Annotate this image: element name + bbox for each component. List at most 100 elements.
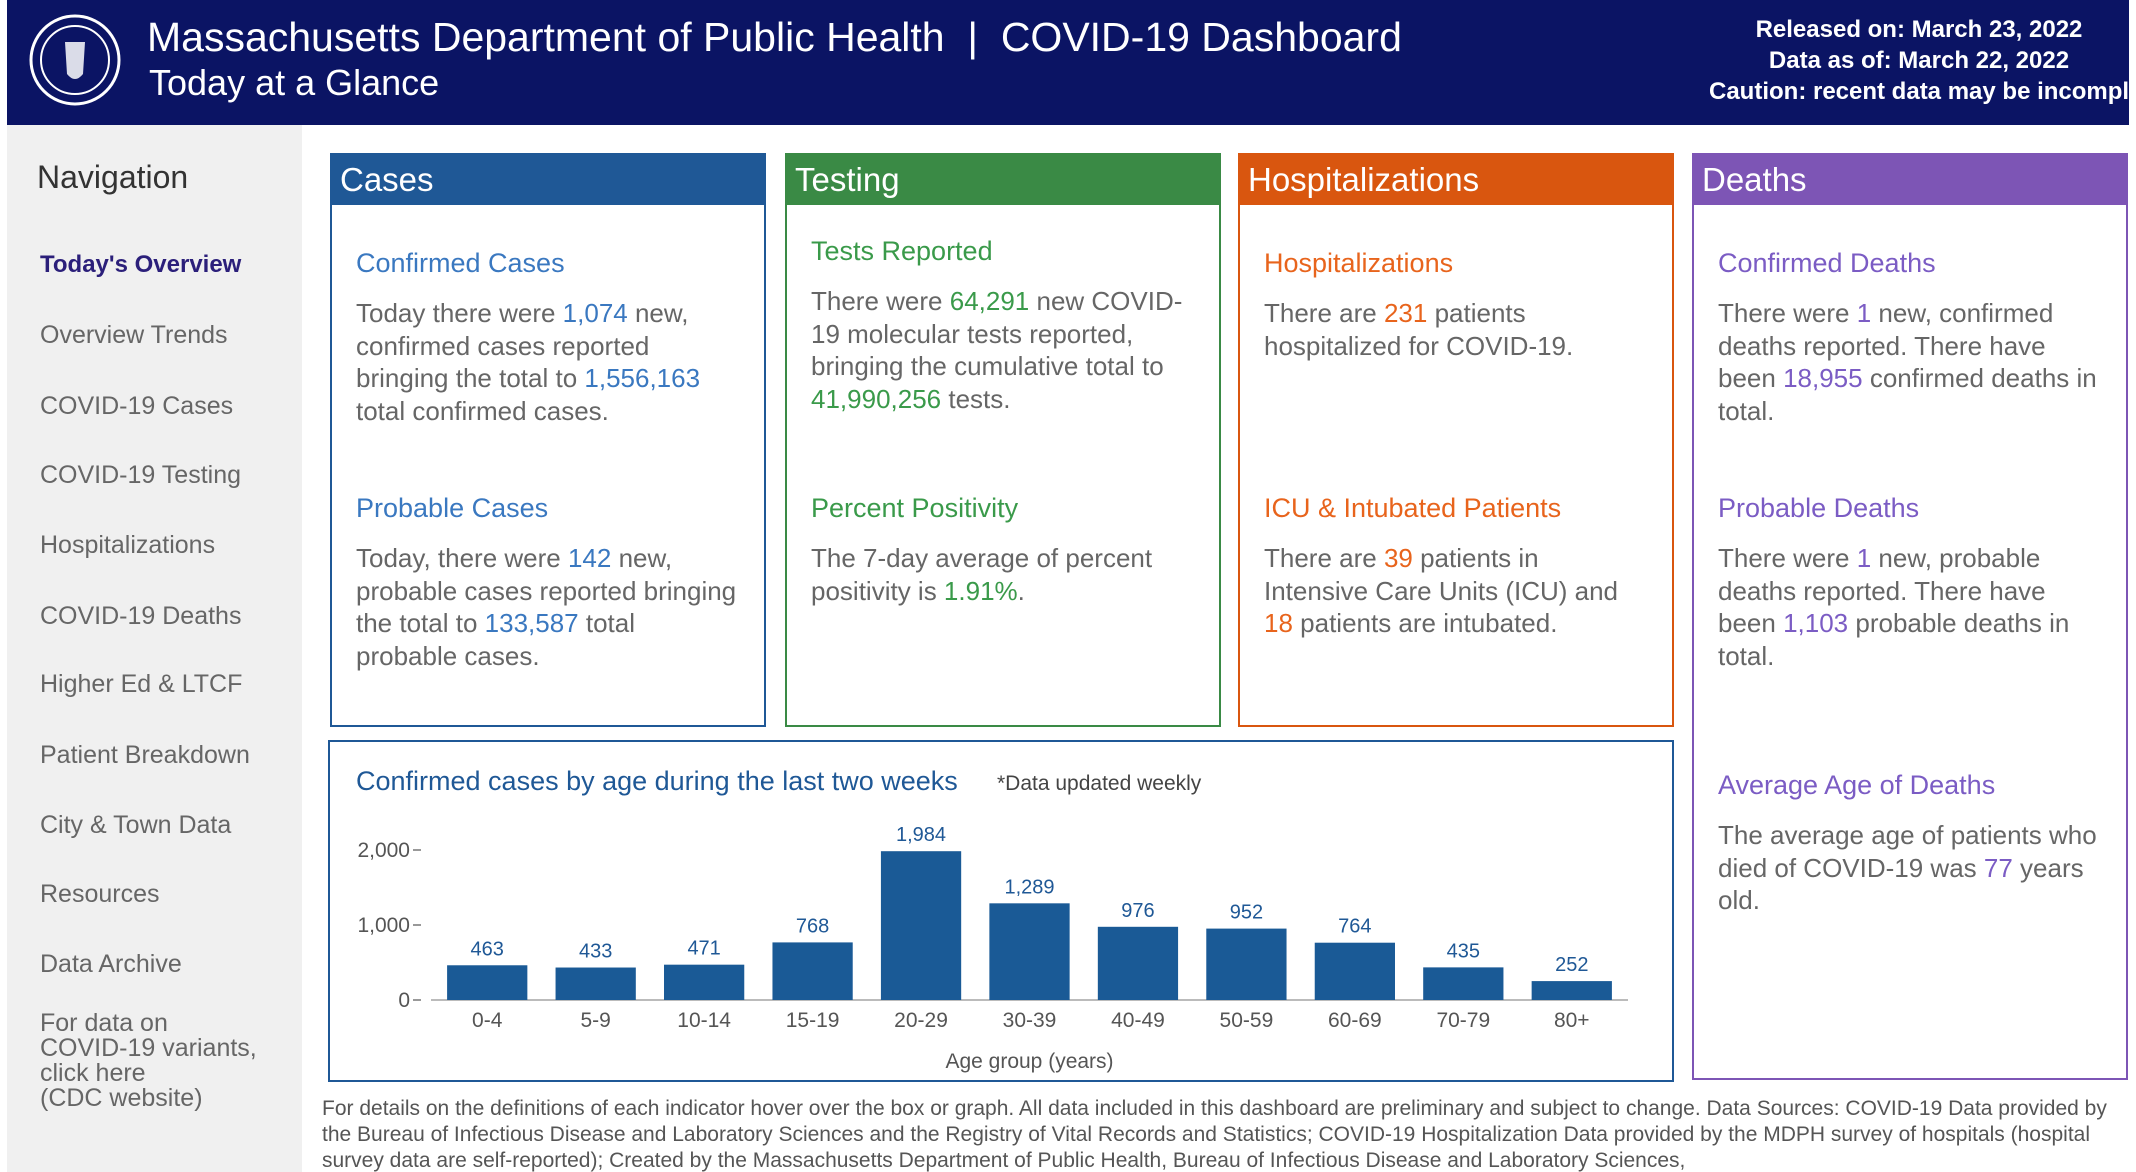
x-tick-label: 40-49 bbox=[1111, 1009, 1165, 1032]
highlight-number: 18,955 bbox=[1783, 363, 1863, 393]
nav-note-line: (CDC website) bbox=[40, 1084, 203, 1112]
chart-box: Confirmed cases by age during the last t… bbox=[328, 740, 1674, 1082]
value-label: 1,289 bbox=[1004, 876, 1054, 898]
bar bbox=[664, 964, 745, 1000]
text-part: total probable cases. bbox=[356, 608, 636, 671]
panel: Hospitalizations Hospitalizations There ar… bbox=[1238, 153, 1674, 727]
bar bbox=[1314, 942, 1395, 1000]
logo bbox=[29, 14, 121, 106]
highlight-number: 1 bbox=[1856, 298, 1872, 328]
x-tick-label: 60-69 bbox=[1328, 1009, 1382, 1032]
bar bbox=[1531, 981, 1612, 1000]
value-label: 435 bbox=[1447, 940, 1480, 962]
section-text: The 7-day average of percent positivity … bbox=[811, 542, 1196, 607]
section-title: Tests Reported bbox=[811, 236, 993, 266]
section-title: Percent Positivity bbox=[811, 493, 1019, 523]
section-title: Confirmed Deaths bbox=[1718, 248, 1936, 278]
x-tick-label: 50-59 bbox=[1220, 1009, 1274, 1032]
text-part: The average age of patients who died of … bbox=[1718, 820, 2097, 883]
bar bbox=[989, 903, 1070, 1000]
bar bbox=[1206, 928, 1287, 1000]
text-part: There are bbox=[1264, 543, 1384, 573]
section-title: Confirmed Cases bbox=[356, 248, 565, 278]
y-tick-label: 2,000 bbox=[357, 839, 410, 862]
text-part: Today, there were bbox=[356, 543, 568, 573]
bar bbox=[1097, 926, 1179, 1000]
release-info: Released on: March 23, 2022 Data as of: M… bbox=[1709, 14, 2129, 107]
nav-title: Navigation bbox=[37, 159, 189, 195]
nav-note[interactable]: For data on COVID-19 variants, click here(… bbox=[40, 1011, 257, 1111]
value-label: 463 bbox=[471, 938, 504, 960]
nav-item[interactable]: COVID-19 Testing bbox=[40, 461, 242, 489]
text-part: Today there were bbox=[356, 298, 563, 328]
text-part: patients are intubated. bbox=[1292, 608, 1558, 638]
header-subtitle: Today at a Glance bbox=[149, 62, 440, 103]
bar bbox=[772, 942, 853, 1000]
text-part: new, confirmed deaths reported. There ha… bbox=[1718, 298, 2054, 393]
text-part: There were bbox=[1718, 543, 1857, 573]
highlight-number: 1,556,163 bbox=[584, 363, 701, 393]
nav-note-line: COVID-19 variants, bbox=[40, 1034, 257, 1062]
highlight-number: 1,074 bbox=[562, 298, 628, 328]
section-text: There were 1 new, probable deaths report… bbox=[1718, 542, 2103, 672]
text-part: patients in Intensive Care Units (ICU) a… bbox=[1264, 543, 1619, 606]
nav-item[interactable]: Overview Trends bbox=[40, 321, 228, 349]
header: Massachusetts Department of Public Healt… bbox=[7, 0, 2129, 125]
nav-item[interactable]: Resources bbox=[40, 880, 160, 908]
text-part: total confirmed cases. bbox=[356, 395, 609, 426]
chart: Confirmed cases by age during the last t… bbox=[356, 766, 1628, 1073]
info-line: Caution: recent data may be incomplete bbox=[1709, 78, 2129, 105]
highlight-number: 142 bbox=[567, 543, 612, 573]
highlight-number: 133,587 bbox=[484, 608, 579, 638]
section-text: Today, there were 142 new, probable case… bbox=[356, 542, 741, 672]
text-part: new, probable deaths reported. There hav… bbox=[1718, 543, 2046, 638]
text-part: patients hospitalized for COVID-19. bbox=[1264, 298, 1574, 361]
text-part: The 7-day average of percent positivity … bbox=[811, 543, 1153, 606]
chart-note: *Data updated weekly bbox=[997, 772, 1202, 795]
highlight-number: 18 bbox=[1264, 608, 1293, 638]
x-axis-label: Age group (years) bbox=[945, 1050, 1113, 1073]
highlight-number: 64,291 bbox=[949, 286, 1030, 316]
nav-item[interactable]: COVID-19 Deaths bbox=[40, 602, 242, 630]
section-text: There were 64,291 new COVID-19 molecular… bbox=[811, 285, 1196, 415]
panel: Deaths Confirmed Deaths There were 1 new, … bbox=[1692, 153, 2128, 1080]
value-label: 252 bbox=[1555, 954, 1588, 976]
text-part: There were bbox=[1718, 298, 1857, 328]
panel-header: Deaths bbox=[1694, 155, 2126, 205]
text-part: new, confirmed cases reported bringing t… bbox=[356, 298, 689, 393]
value-label: 764 bbox=[1338, 916, 1371, 938]
nav-item[interactable]: Today's Overview bbox=[40, 251, 242, 278]
nav-item[interactable]: Data Archive bbox=[40, 950, 182, 978]
nav-item[interactable]: City & Town Data bbox=[40, 811, 232, 839]
x-tick-label: 30-39 bbox=[1003, 1009, 1057, 1032]
panel-header: Testing bbox=[787, 155, 1219, 205]
text-part: years old. bbox=[1718, 852, 2084, 916]
text-part: new COVID-19 molecular tests reported, b… bbox=[811, 286, 1183, 381]
x-tick-label: 70-79 bbox=[1436, 1009, 1490, 1032]
text-part: tests. bbox=[941, 383, 1011, 414]
bar bbox=[1423, 967, 1504, 1000]
header-title: Massachusetts Department of Public Healt… bbox=[147, 14, 1402, 60]
bar bbox=[447, 965, 528, 1000]
nav-item[interactable]: Higher Ed & LTCF bbox=[40, 670, 243, 698]
text-part: There are bbox=[1264, 298, 1384, 328]
section-text: There were 1 new, confirmed deaths repor… bbox=[1718, 297, 2103, 427]
footer: For details on the definitions of each i… bbox=[322, 1097, 2107, 1172]
section-title: ICU & Intubated Patients bbox=[1264, 493, 1562, 523]
text-part: confirmed deaths in total. bbox=[1718, 363, 2097, 426]
panel: Testing Tests Reported There were 64,291 n… bbox=[785, 153, 1221, 727]
x-tick-label: 0-4 bbox=[472, 1009, 503, 1032]
highlight-number: 1 bbox=[1856, 543, 1872, 573]
chart-title: Confirmed cases by age during the last t… bbox=[356, 766, 958, 796]
value-label: 433 bbox=[579, 941, 612, 963]
nav-item[interactable]: Patient Breakdown bbox=[40, 741, 250, 769]
y-tick-label: 1,000 bbox=[357, 914, 410, 937]
nav-item[interactable]: COVID-19 Cases bbox=[40, 392, 234, 420]
panel-header: Cases bbox=[332, 155, 764, 205]
bar bbox=[880, 851, 962, 1000]
highlight-number: 1.91% bbox=[943, 575, 1018, 606]
nav-item[interactable]: Hospitalizations bbox=[40, 531, 216, 559]
nav-note-line: click here bbox=[40, 1059, 146, 1087]
info-line: Data as of: March 22, 2022 bbox=[1768, 47, 2070, 74]
